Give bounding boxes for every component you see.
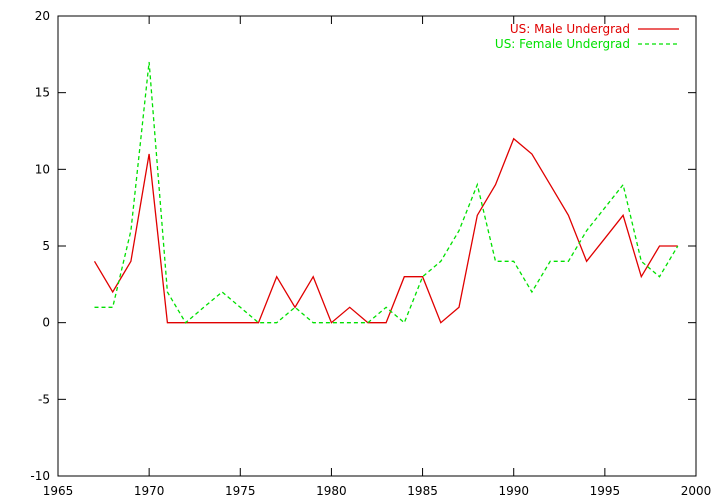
y-tick-label: -5 bbox=[38, 392, 50, 406]
series-line-male-undergrad bbox=[93, 137, 678, 324]
y-tick-label: -10 bbox=[30, 469, 50, 483]
y-tick-label: 20 bbox=[35, 9, 50, 23]
y-tick-label: 5 bbox=[42, 239, 50, 253]
x-tick-label: 2000 bbox=[681, 484, 712, 498]
x-tick-label: 1990 bbox=[498, 484, 529, 498]
y-tick-label: 0 bbox=[42, 316, 50, 330]
series-lines bbox=[93, 61, 679, 324]
x-tick-label: 1995 bbox=[590, 484, 621, 498]
x-tick-label: 1970 bbox=[134, 484, 165, 498]
y-tick-label: 10 bbox=[35, 162, 50, 176]
series-line-female-undergrad bbox=[94, 61, 679, 324]
axis-tick-labels: 1965 1970 1975 1980 1985 1990 1995 2000 -10 -5 0 5 1… bbox=[30, 9, 711, 498]
x-tick-label: 1965 bbox=[43, 484, 74, 498]
y-tick-label: 15 bbox=[35, 86, 50, 100]
axis-ticks bbox=[57, 15, 697, 477]
plot-frame bbox=[57, 15, 697, 477]
x-tick-label: 1985 bbox=[407, 484, 438, 498]
x-tick-label: 1980 bbox=[316, 484, 347, 498]
x-tick-label: 1975 bbox=[225, 484, 256, 498]
legend-label: US: Female Undergrad bbox=[495, 37, 630, 51]
legend-label: US: Male Undergrad bbox=[510, 22, 630, 36]
